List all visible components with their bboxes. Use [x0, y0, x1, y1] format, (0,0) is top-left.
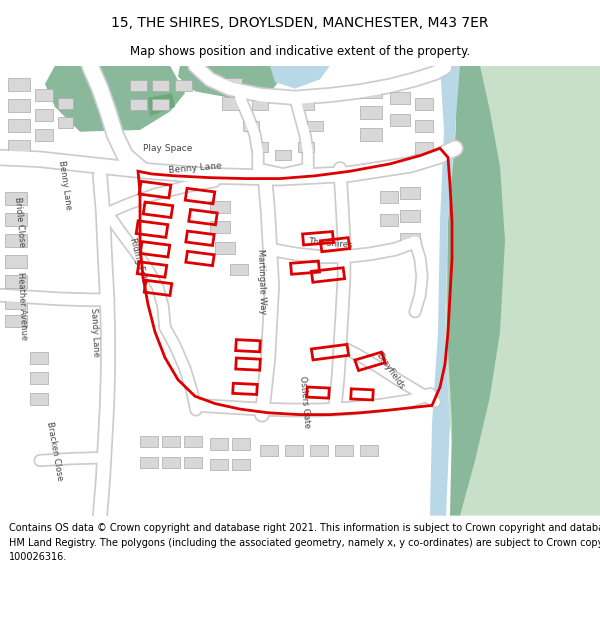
Bar: [5, 275, 27, 288]
Polygon shape: [447, 66, 505, 516]
Bar: [400, 187, 420, 199]
Text: Riding Fold: Riding Fold: [128, 236, 148, 284]
Bar: [230, 264, 248, 275]
Text: Ostlers Gate: Ostlers Gate: [298, 375, 312, 428]
Bar: [5, 192, 27, 205]
Bar: [5, 314, 27, 328]
Bar: [152, 81, 169, 91]
Bar: [210, 459, 228, 470]
Bar: [335, 445, 353, 456]
Bar: [253, 100, 268, 110]
Bar: [184, 436, 202, 447]
Bar: [35, 109, 53, 121]
Bar: [58, 117, 73, 128]
Bar: [253, 141, 268, 152]
Bar: [360, 106, 382, 119]
Bar: [243, 121, 259, 131]
Bar: [8, 79, 30, 91]
Bar: [140, 436, 158, 447]
Bar: [175, 81, 192, 91]
Bar: [415, 120, 433, 132]
Polygon shape: [148, 93, 175, 116]
Bar: [5, 296, 27, 309]
Bar: [152, 99, 169, 110]
Text: Bracken Close: Bracken Close: [46, 421, 65, 482]
Bar: [210, 221, 230, 232]
Bar: [184, 457, 202, 468]
Text: Benny Lane: Benny Lane: [57, 160, 73, 211]
Bar: [162, 457, 180, 468]
Polygon shape: [0, 66, 600, 516]
Bar: [8, 119, 30, 132]
Bar: [8, 140, 30, 153]
Polygon shape: [270, 66, 330, 89]
Text: Play Space: Play Space: [143, 144, 193, 152]
Bar: [130, 99, 147, 110]
Bar: [390, 92, 410, 104]
Bar: [210, 439, 228, 449]
Bar: [222, 97, 242, 110]
Text: Drayfields: Drayfields: [374, 351, 406, 391]
Bar: [298, 141, 314, 152]
Bar: [400, 210, 420, 222]
Bar: [360, 445, 378, 456]
Bar: [260, 445, 278, 456]
Text: Map shows position and indicative extent of the property.: Map shows position and indicative extent…: [130, 45, 470, 58]
Bar: [380, 214, 398, 226]
Bar: [390, 114, 410, 126]
Bar: [130, 81, 147, 91]
Bar: [232, 459, 250, 470]
Bar: [360, 85, 382, 98]
Text: Contains OS data © Crown copyright and database right 2021. This information is : Contains OS data © Crown copyright and d…: [9, 523, 600, 562]
Polygon shape: [445, 66, 600, 516]
Text: Heather Avenue: Heather Avenue: [16, 272, 28, 341]
Bar: [222, 79, 242, 91]
Bar: [298, 100, 314, 110]
Bar: [5, 234, 27, 246]
Bar: [275, 91, 291, 101]
Bar: [30, 372, 48, 384]
Bar: [415, 142, 433, 154]
Bar: [162, 436, 180, 447]
Polygon shape: [178, 66, 280, 98]
Bar: [285, 445, 303, 456]
Bar: [415, 98, 433, 110]
Bar: [210, 201, 230, 212]
Bar: [58, 98, 73, 109]
Text: 15, THE SHIRES, DROYLSDEN, MANCHESTER, M43 7ER: 15, THE SHIRES, DROYLSDEN, MANCHESTER, M…: [111, 16, 489, 31]
Bar: [275, 150, 291, 160]
Bar: [310, 445, 328, 456]
Bar: [232, 439, 250, 449]
Text: Martingale Way: Martingale Way: [256, 249, 268, 314]
Bar: [5, 214, 27, 226]
Text: Bridle Close: Bridle Close: [13, 196, 26, 248]
Polygon shape: [430, 66, 460, 516]
Bar: [400, 232, 420, 245]
Bar: [307, 121, 323, 131]
Bar: [35, 129, 53, 141]
Text: Benny Lane: Benny Lane: [168, 162, 222, 175]
Bar: [5, 255, 27, 268]
Bar: [215, 242, 235, 254]
Text: The Shires: The Shires: [308, 238, 352, 250]
Bar: [30, 394, 48, 406]
Bar: [35, 89, 53, 101]
Bar: [140, 457, 158, 468]
Bar: [380, 191, 398, 203]
Bar: [8, 99, 30, 111]
Polygon shape: [45, 66, 185, 132]
Bar: [30, 352, 48, 364]
Bar: [360, 128, 382, 141]
Text: Sandy Lane: Sandy Lane: [89, 307, 101, 357]
